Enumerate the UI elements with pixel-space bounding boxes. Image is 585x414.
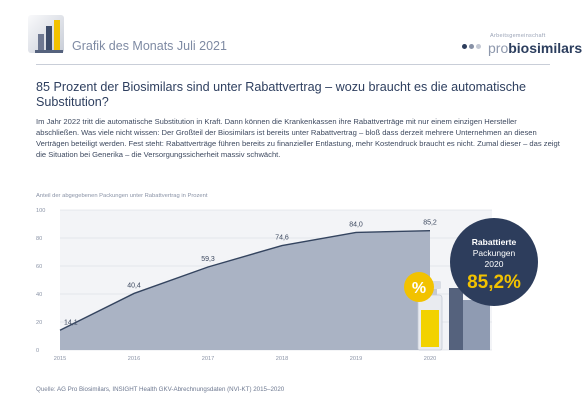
data-label: 85,2: [423, 220, 437, 227]
brand-logo: probiosimilars: [488, 40, 582, 56]
brand-dots-icon: [462, 36, 483, 54]
data-label: 74,6: [275, 235, 289, 242]
y-tick-label: 60: [36, 264, 42, 270]
brand-prefix: pro: [488, 40, 509, 56]
x-tick-label: 2019: [350, 356, 362, 362]
y-axis-label: Anteil der abgegebenen Packungen unter R…: [36, 193, 208, 199]
x-tick-label: 2017: [202, 356, 214, 362]
y-tick-label: 20: [36, 320, 42, 326]
callout-value: 85,2%: [467, 272, 521, 293]
series-line: [59, 230, 431, 331]
y-tick-label: 100: [36, 208, 45, 214]
y-tick-label: 0: [36, 348, 39, 354]
header-divider: [36, 64, 550, 65]
y-tick-label: 80: [36, 236, 42, 242]
source-label: Quelle:: [36, 386, 56, 393]
page-title: 85 Prozent der Biosimilars sind unter Ra…: [36, 80, 527, 109]
data-label: 84,0: [349, 221, 363, 228]
callout: Rabattierte Packungen 2020 85,2%: [450, 218, 538, 306]
percent-badge-icon: [404, 272, 434, 302]
callout-line-3: 2020: [485, 259, 504, 269]
source-note: Quelle: AG Pro Biosimilars, INSIGHT Heal…: [36, 386, 284, 393]
source-text: AG Pro Biosimilars, INSIGHT Health GKV-A…: [57, 386, 285, 393]
vial-illustration: %: [404, 272, 490, 351]
x-tick-label: 2020: [424, 356, 436, 362]
logo-icon: [28, 15, 64, 53]
data-label: 14,1: [64, 319, 78, 326]
x-tick-label: 2015: [54, 356, 66, 362]
callout-line-2: Packungen: [473, 248, 516, 258]
brand-tagline: Arbeitsgemeinschaft: [490, 33, 546, 39]
callout-circle: [450, 218, 538, 306]
x-tick-label: 2018: [276, 356, 288, 362]
area-fill: [60, 230, 430, 350]
x-tick-label: 2016: [128, 356, 140, 362]
data-label: 59,3: [201, 256, 215, 263]
callout-line-1: Rabattierte: [472, 237, 517, 247]
header-title: Grafik des Monats Juli 2021: [72, 39, 227, 53]
header: Grafik des Monats Juli 2021 Arbeitsgemei…: [0, 0, 585, 68]
brand-name: biosimilars: [508, 40, 583, 56]
intro-text: Im Jahr 2022 tritt die automatische Subs…: [36, 117, 560, 159]
y-tick-label: 40: [36, 292, 42, 298]
data-label: 40,4: [127, 282, 141, 289]
percent-badge-label: %: [412, 280, 426, 297]
